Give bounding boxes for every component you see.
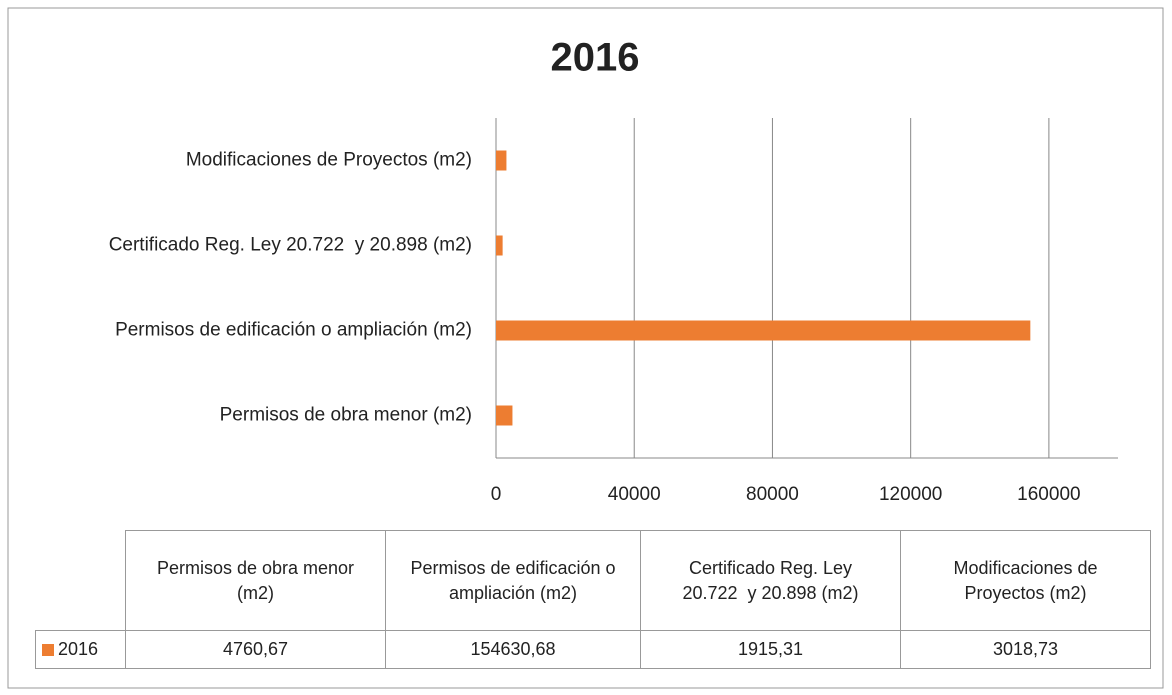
chart-title: 2016	[551, 36, 640, 80]
table-value: 154630,68	[385, 630, 641, 669]
table-header: Modificaciones de Proyectos (m2)	[900, 530, 1151, 631]
y-tick-label: Modificaciones de Proyectos (m2)	[186, 150, 472, 171]
table-header: Permisos de edificación o ampliación (m2…	[385, 530, 641, 631]
x-tick-label: 0	[491, 484, 502, 505]
bar	[496, 150, 507, 171]
y-tick-label: Permisos de obra menor (m2)	[220, 405, 472, 426]
y-tick-label: Permisos de edificación o ampliación (m2…	[115, 320, 472, 341]
legend-cell: 2016	[35, 630, 126, 669]
table-header: Permisos de obra menor (m2)	[125, 530, 386, 631]
bar	[496, 320, 1031, 341]
x-tick-label: 80000	[746, 484, 799, 505]
table-value: 4760,67	[125, 630, 386, 669]
x-tick-label: 40000	[608, 484, 661, 505]
y-tick-label: Certificado Reg. Ley 20.722 y 20.898 (m2…	[109, 235, 472, 256]
table-value: 1915,31	[640, 630, 901, 669]
chart-frame	[7, 7, 1164, 689]
table-header: Certificado Reg. Ley 20.722 y 20.898 (m2…	[640, 530, 901, 631]
legend-swatch	[42, 643, 54, 656]
legend-label: 2016	[58, 639, 99, 660]
x-tick-label: 120000	[879, 484, 942, 505]
table-value: 3018,73	[900, 630, 1151, 669]
x-tick-label: 160000	[1017, 484, 1080, 505]
bar	[496, 405, 513, 426]
bar	[496, 235, 503, 256]
